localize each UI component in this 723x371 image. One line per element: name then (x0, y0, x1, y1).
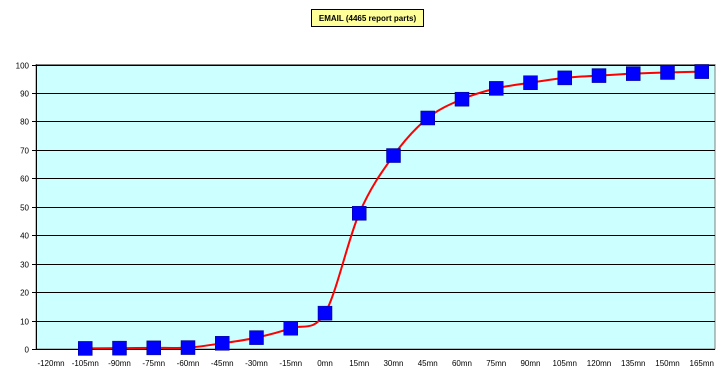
chart-title: EMAIL (4465 report parts) (311, 9, 424, 27)
data-point-marker (660, 65, 675, 80)
y-tick-label: 60 (20, 175, 29, 184)
x-tick-label: -45mn (211, 359, 234, 368)
x-tick-label: 75mn (486, 359, 506, 368)
y-tick-label: 30 (20, 261, 29, 270)
plot-area (35, 64, 716, 350)
y-tick-label: 70 (20, 147, 29, 156)
data-point-marker (317, 305, 333, 321)
x-tick-label: 0mn (317, 359, 333, 368)
data-point-marker (626, 66, 641, 81)
data-point-marker (420, 110, 435, 126)
x-tick-label: 90mn (520, 359, 540, 368)
data-point-marker (180, 340, 196, 355)
x-tick-label: 15mn (349, 359, 369, 368)
x-tick-label: -90mn (108, 359, 131, 368)
data-point-marker (249, 330, 264, 345)
data-point-marker (489, 81, 504, 96)
y-tick-label: 0 (25, 346, 30, 355)
y-tick-label: 10 (20, 318, 29, 327)
data-point-marker (523, 75, 538, 90)
data-point-marker (112, 340, 127, 356)
data-point-marker (591, 68, 607, 83)
data-point-marker (557, 70, 572, 86)
y-tick-label: 20 (20, 289, 29, 298)
data-point-marker (78, 341, 93, 356)
x-tick-label: 30mn (383, 359, 403, 368)
x-tick-label: 105mn (553, 359, 577, 368)
x-tick-label: -15mn (279, 359, 302, 368)
y-tick-label: 90 (20, 90, 29, 99)
data-point-marker (694, 64, 709, 79)
x-tick-label: 45mn (418, 359, 438, 368)
x-tick-label: 135mn (621, 359, 645, 368)
y-tick-label: 80 (20, 118, 29, 127)
x-tick-label: -120mn (37, 359, 64, 368)
data-point-marker (146, 340, 161, 356)
data-point-marker (454, 91, 470, 107)
data-point-marker (352, 206, 367, 221)
x-tick-label: 60mn (452, 359, 472, 368)
data-point-marker (215, 336, 230, 351)
x-tick-label: -75mn (142, 359, 165, 368)
y-tick-label: 50 (20, 204, 29, 213)
data-point-marker (283, 320, 298, 336)
x-tick-label: 120mn (587, 359, 611, 368)
x-tick-label: -105mn (72, 359, 99, 368)
x-tick-label: 165mn (690, 359, 714, 368)
y-tick-label: 100 (16, 62, 30, 71)
x-tick-label: -30mn (245, 359, 268, 368)
y-tick-label: 40 (20, 232, 29, 241)
data-point-marker (386, 148, 401, 163)
x-tick-label: 150mn (655, 359, 679, 368)
x-tick-label: -60mn (177, 359, 200, 368)
